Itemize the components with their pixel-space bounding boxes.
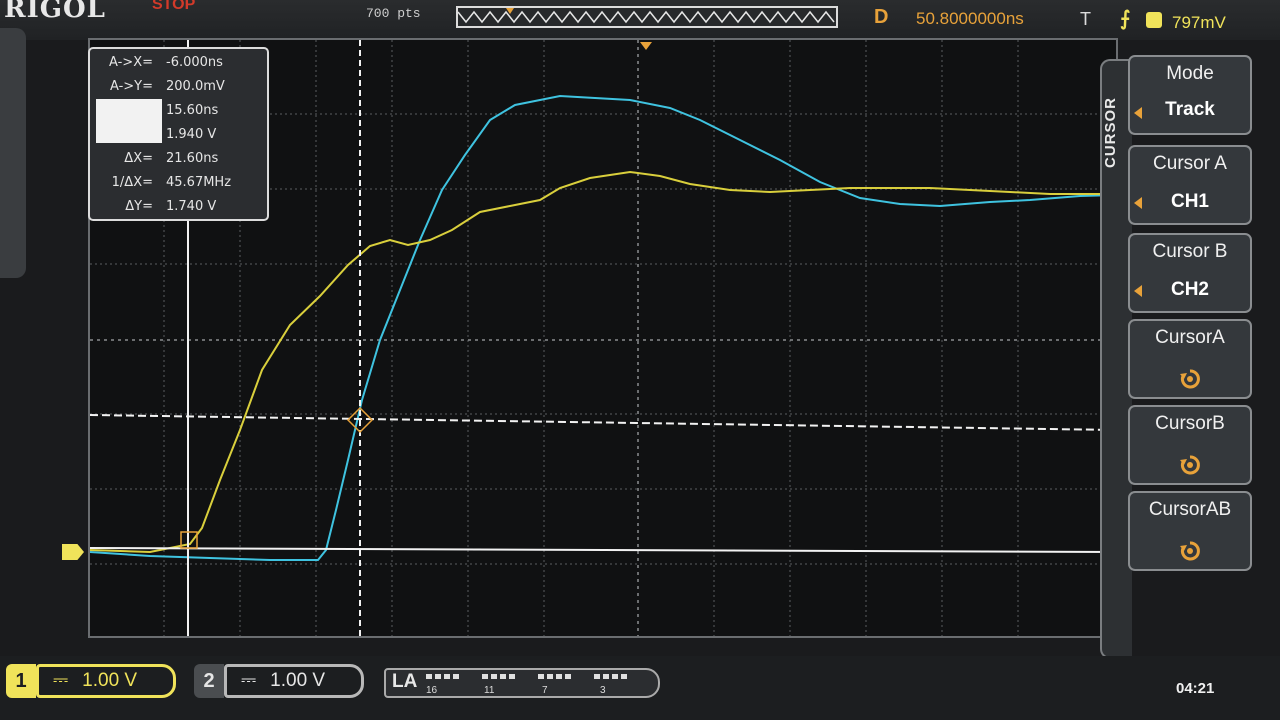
left-side-panel [0, 28, 26, 278]
memory-waveform-icon [458, 8, 835, 24]
menu-cursor-a[interactable]: Cursor A CH1 [1128, 145, 1252, 225]
ay-value: 200.0mV [166, 79, 225, 94]
menu-cursor-b-label: Cursor B [1152, 241, 1228, 262]
bx-value: 15.60ns [166, 103, 219, 118]
ch2-coupling: ⎓ [241, 670, 257, 692]
menu-cursorb-label: CursorB [1155, 413, 1225, 434]
menu-cursorab-label: CursorAB [1148, 499, 1232, 520]
ch2-scale-box[interactable]: ⎓ 1.00 V [224, 664, 364, 698]
la-group-11: 11 [484, 685, 495, 696]
memory-depth: 700 pts [366, 6, 421, 21]
cursor-a-marker [180, 531, 198, 549]
la-label: LA [392, 671, 418, 692]
menu-cursorab-adjust[interactable]: CursorAB [1128, 491, 1252, 571]
trigger-source-badge [1146, 12, 1162, 28]
cursor-b-marker [346, 406, 374, 434]
dx-value: 21.60ns [166, 151, 219, 166]
glare-patch [96, 99, 162, 143]
run-state[interactable]: STOP [152, 0, 196, 13]
menu-cursor-b[interactable]: Cursor B CH2 [1128, 233, 1252, 313]
brand-logo: RIGOL [4, 0, 106, 24]
dy-value: 1.740 V [166, 199, 217, 214]
la-group-16: 16 [426, 685, 438, 696]
ch1-ground-marker[interactable] [62, 544, 84, 560]
ch2-scale: 1.00 V [270, 670, 326, 691]
menu-cursorb-adjust[interactable]: CursorB [1128, 405, 1252, 485]
menu-cursora-label: CursorA [1155, 327, 1225, 348]
la-group-3: 3 [600, 685, 606, 696]
channel-bar: 1 ⎓ 1.00 V 2 ⎓ 1.00 V LA 16 11 7 3 04:21 [0, 656, 1280, 720]
dx-label: ΔX= [124, 151, 153, 166]
menu-cursor-a-value: CH1 [1170, 191, 1209, 212]
knob-icon [1180, 455, 1200, 475]
ax-label: A->X= [109, 55, 153, 70]
inv-dx-value: 45.67MHz [166, 175, 232, 190]
ch1-scale-box[interactable]: ⎓ 1.00 V [36, 664, 176, 698]
menu-mode[interactable]: Mode Track [1128, 55, 1252, 135]
trigger-position-marker [640, 42, 652, 50]
inv-dx-label: 1/ΔX= [111, 175, 153, 190]
ch2-trace [90, 94, 1116, 561]
left-arrow-icon [1134, 197, 1142, 209]
by-value: 1.940 V [166, 127, 217, 142]
la-status[interactable]: LA 16 11 7 3 [384, 668, 660, 698]
ch1-trace [90, 170, 1116, 554]
menu-cursora-adjust[interactable]: CursorA [1128, 319, 1252, 399]
left-arrow-icon [1134, 107, 1142, 119]
memory-position-bar[interactable] [456, 6, 838, 28]
cursor-measurement-panel: A->X= -6.000ns A->Y= 200.0mV 15.60ns 1.9… [88, 47, 269, 221]
ay-label: A->Y= [109, 79, 153, 94]
la-group-7: 7 [542, 685, 548, 696]
rising-edge-icon: ⨍ [1120, 8, 1131, 30]
menu-cursor-a-label: Cursor A [1153, 153, 1227, 174]
status-bar: RIGOL STOP 700 pts D 50.8000000ns T ⨍ 79… [0, 0, 1280, 40]
ch1-coupling: ⎓ [53, 670, 69, 692]
menu-mode-value: Track [1165, 99, 1215, 120]
ch1-number[interactable]: 1 [6, 664, 36, 698]
ch2-number[interactable]: 2 [194, 664, 224, 698]
ch1-scale: 1.00 V [82, 670, 138, 691]
knob-icon [1180, 369, 1200, 389]
trigger-level: 797mV [1172, 13, 1226, 32]
la-bits-icon [426, 674, 627, 679]
clock: 04:21 [1176, 680, 1215, 697]
cursor-menu: CURSOR Mode Track Cursor A CH1 Cursor B … [1100, 55, 1260, 665]
delay-value: 50.8000000ns [916, 9, 1024, 28]
delay-indicator: D [874, 6, 889, 28]
knob-icon [1180, 541, 1200, 561]
graticule [90, 40, 1116, 636]
cursor-a-horizontal [90, 547, 1116, 553]
menu-cursor-b-value: CH2 [1170, 279, 1209, 300]
left-arrow-icon [1134, 285, 1142, 297]
menu-mode-label: Mode [1166, 63, 1214, 84]
ax-value: -6.000ns [166, 55, 223, 70]
trigger-indicator: T [1080, 9, 1091, 29]
dy-label: ΔY= [125, 199, 153, 214]
cursor-b-horizontal [90, 414, 1116, 431]
